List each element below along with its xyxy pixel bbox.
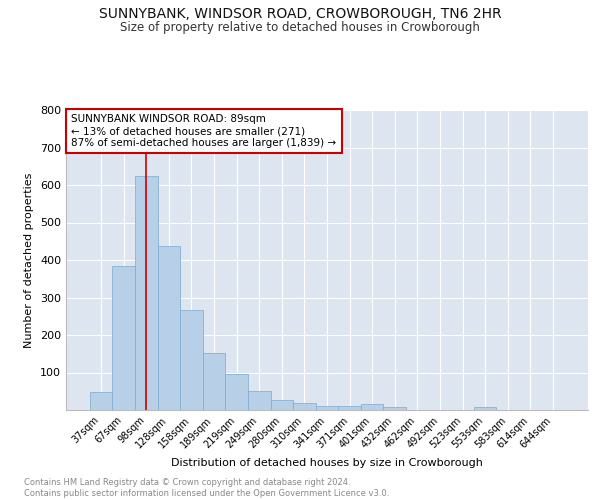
Bar: [361, 404, 383, 410]
Bar: [316, 406, 338, 410]
Bar: [248, 390, 271, 410]
Text: SUNNYBANK WINDSOR ROAD: 89sqm
← 13% of detached houses are smaller (271)
87% of : SUNNYBANK WINDSOR ROAD: 89sqm ← 13% of d…: [71, 114, 337, 148]
Text: Contains HM Land Registry data © Crown copyright and database right 2024.
Contai: Contains HM Land Registry data © Crown c…: [24, 478, 389, 498]
Bar: [474, 408, 496, 410]
Bar: [203, 353, 226, 410]
Bar: [112, 266, 135, 410]
Bar: [135, 176, 158, 410]
Bar: [293, 403, 316, 410]
Bar: [383, 408, 406, 410]
Bar: [271, 400, 293, 410]
X-axis label: Distribution of detached houses by size in Crowborough: Distribution of detached houses by size …: [171, 458, 483, 468]
Bar: [226, 374, 248, 410]
Text: Size of property relative to detached houses in Crowborough: Size of property relative to detached ho…: [120, 21, 480, 34]
Text: SUNNYBANK, WINDSOR ROAD, CROWBOROUGH, TN6 2HR: SUNNYBANK, WINDSOR ROAD, CROWBOROUGH, TN…: [98, 8, 502, 22]
Bar: [180, 310, 203, 410]
Bar: [338, 406, 361, 410]
Bar: [158, 246, 180, 410]
Y-axis label: Number of detached properties: Number of detached properties: [25, 172, 34, 348]
Bar: [90, 392, 112, 410]
